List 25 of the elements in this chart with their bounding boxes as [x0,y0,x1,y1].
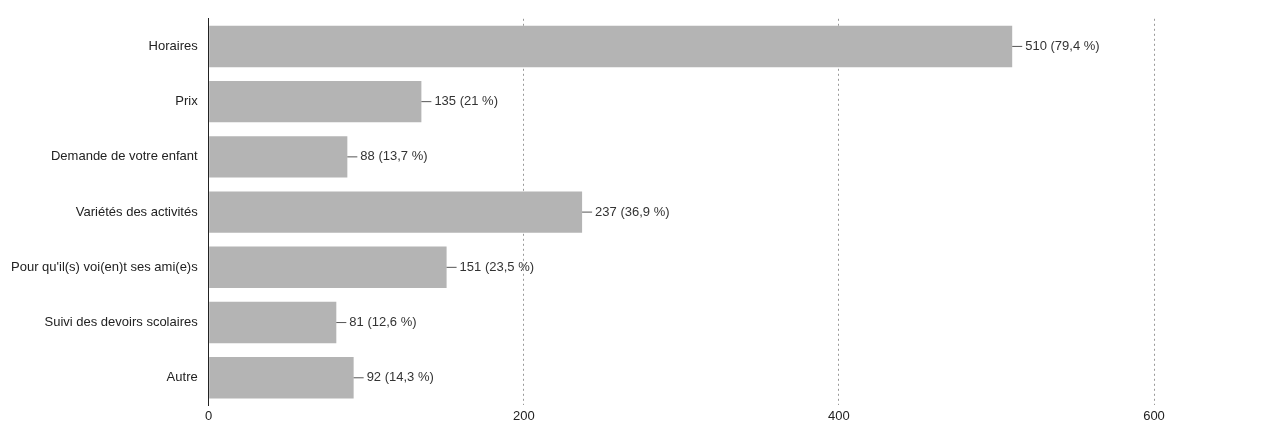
x-tick-label: 400 [828,407,850,423]
y-tick-label: Horaires [148,37,199,53]
y-tick-label: Suivi des devoirs scolaires [44,314,199,330]
x-tick-label: 200 [512,407,535,423]
data-label: 237 (36,9 %) [595,203,670,219]
data-label: 81 (12,6 %) [349,314,417,330]
y-tick-label: Variétés des activités [75,203,199,219]
bar [209,301,337,344]
y-tick-label: Demande de votre enfant [50,148,199,164]
data-label: 135 (21 %) [434,93,498,109]
data-label: 88 (13,7 %) [360,148,428,164]
y-tick-label: Autre [166,369,198,385]
data-label: 92 (14,3 %) [366,369,434,385]
data-label: 510 (79,4 %) [1025,37,1100,53]
bar [209,136,348,178]
data-label: 151 (23,5 %) [459,258,535,274]
bar [209,25,1013,68]
bar [209,191,583,233]
bar [209,80,422,123]
x-tick-label: 0 [205,407,213,423]
y-tick-label: Pour qu'il(s) voi(en)t ses ami(e)s [10,258,199,274]
bar [209,246,447,289]
y-tick-label: Prix [175,93,199,109]
bar [209,357,354,399]
x-tick-label: 600 [1143,407,1165,423]
